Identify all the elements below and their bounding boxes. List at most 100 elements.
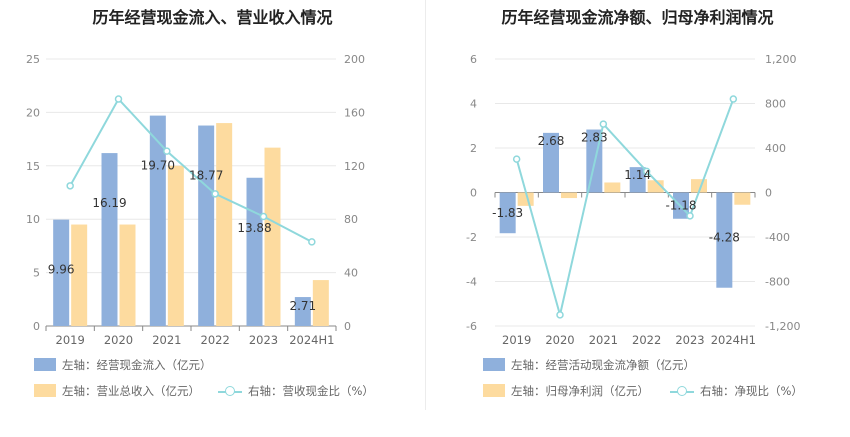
bar-data-label: 13.88 bbox=[237, 221, 271, 235]
legend-label: 右轴：净现比（%） bbox=[700, 384, 803, 398]
right-axis-tick-label: 160 bbox=[344, 106, 365, 119]
bar-data-label: 1.14 bbox=[624, 168, 651, 182]
right-axis-tick-label: 800 bbox=[765, 98, 786, 111]
bar-series1 bbox=[53, 219, 70, 326]
left-axis-tick-label: 20 bbox=[26, 106, 40, 119]
legend-label: 左轴：归母净利润（亿元） bbox=[511, 384, 649, 398]
bar-data-label: 16.19 bbox=[92, 196, 126, 210]
left-axis-tick-label: 5 bbox=[33, 267, 40, 280]
bar-series2 bbox=[264, 147, 281, 326]
bar-series2 bbox=[734, 192, 751, 205]
bar-series1 bbox=[101, 153, 118, 326]
bar-series2 bbox=[71, 224, 88, 326]
ratio-line-point bbox=[729, 95, 738, 103]
ratio-line bbox=[69, 97, 313, 243]
ratio-line-point bbox=[163, 147, 171, 155]
legend-item-net-cash-ratio[interactable]: 右轴：净现比（%） bbox=[670, 383, 803, 399]
left-axis-tick-label: 15 bbox=[26, 160, 40, 173]
ratio-line-point bbox=[259, 212, 268, 221]
legend-label: 左轴：经营活动现金流净额（亿元） bbox=[511, 358, 695, 372]
bar-data-label: -1.83 bbox=[492, 206, 523, 220]
right-axis-tick-label: 0 bbox=[344, 320, 351, 333]
chart-svg-left: 0 5 10 15 20 25 0 40 80 120 160 200 2019 2020 2021 2022… bbox=[26, 53, 365, 347]
right-axis-tick-label: 120 bbox=[344, 160, 365, 173]
bar-series2 bbox=[216, 123, 233, 326]
right-axis-tick-label: 400 bbox=[765, 142, 786, 155]
x-axis-tick-label: 2024H1 bbox=[289, 333, 334, 347]
bar-series1 bbox=[294, 297, 311, 326]
left-axis-tick-label: -2 bbox=[466, 231, 477, 244]
ratio-line-point bbox=[66, 182, 74, 190]
legend-swatch-blue bbox=[34, 358, 56, 371]
bar-series1 bbox=[716, 192, 733, 288]
ratio-line-point bbox=[308, 238, 316, 246]
right-axis-tick-label: 0 bbox=[765, 187, 772, 200]
ratio-line-point bbox=[512, 155, 521, 163]
bar-data-label: -1.18 bbox=[665, 199, 696, 213]
ratio-line-point bbox=[599, 120, 608, 128]
bar-series2 bbox=[119, 224, 136, 326]
legend-item-net-profit[interactable]: 左轴：归母净利润（亿元） bbox=[483, 383, 649, 399]
bar-series1 bbox=[246, 177, 263, 326]
right-axis-tick-label: -400 bbox=[765, 231, 790, 244]
chart-title: 历年经营现金流入、营业收入情况 bbox=[92, 8, 333, 27]
left-axis-tick-label: -4 bbox=[466, 276, 477, 289]
left-axis-tick-label: 0 bbox=[33, 320, 40, 333]
x-axis-tick-label: 2019 bbox=[56, 333, 85, 347]
panel-divider bbox=[425, 0, 426, 410]
x-axis-tick-label: 2023 bbox=[249, 333, 278, 347]
bar-series2 bbox=[167, 165, 184, 326]
ratio-line bbox=[515, 98, 735, 316]
right-chart-panel: 历年经营现金流净额、归母净利润情况 -6 -4 -2 0 2 4 6 -1,200 -800 -4… bbox=[425, 0, 850, 437]
legend-item-cash-inflow[interactable]: 左轴：经营现金流入（亿元） bbox=[34, 357, 212, 373]
legend-line-marker-icon bbox=[218, 385, 242, 397]
chart-title: 历年经营现金流净额、归母净利润情况 bbox=[501, 8, 774, 27]
bar-data-label: 9.96 bbox=[48, 263, 75, 277]
x-axis-tick-label: 2020 bbox=[545, 333, 574, 347]
right-axis-tick-label: -800 bbox=[765, 276, 790, 289]
bar-data-label: 2.83 bbox=[581, 131, 608, 145]
bar-series1 bbox=[198, 125, 215, 326]
legend-label: 右轴：营收现金比（%） bbox=[248, 384, 374, 398]
right-axis-tick-label: -1,200 bbox=[765, 320, 800, 333]
left-chart-panel: 历年经营现金流入、营业收入情况 0 5 10 15 20 25 0 40 80 120 160 200… bbox=[26, 8, 374, 399]
ratio-line-point bbox=[642, 167, 651, 176]
left-axis-tick-label: 2 bbox=[470, 142, 477, 155]
legend-label: 左轴：营业总收入（亿元） bbox=[62, 384, 200, 398]
bar-data-label: -4.28 bbox=[709, 230, 740, 244]
x-axis-tick-label: 2022 bbox=[201, 333, 230, 347]
legend-item-ratio[interactable]: 右轴：营收现金比（%） bbox=[218, 383, 374, 399]
x-axis-tick-label: 2022 bbox=[632, 333, 661, 347]
ratio-line-point bbox=[686, 212, 694, 220]
legend-swatch-orange bbox=[483, 384, 505, 397]
bar-series2 bbox=[604, 182, 621, 193]
legend-line-marker-icon bbox=[670, 385, 694, 397]
ratio-line-point bbox=[114, 95, 123, 103]
x-axis-tick-label: 2021 bbox=[589, 333, 618, 347]
bar-data-label: 2.71 bbox=[289, 299, 316, 313]
legend-label: 左轴：经营现金流入（亿元） bbox=[62, 358, 212, 372]
bar-data-label: 19.70 bbox=[141, 159, 175, 173]
bar-series1 bbox=[543, 132, 559, 193]
x-axis-tick-label: 2019 bbox=[502, 333, 531, 347]
legend-item-net-cash-flow[interactable]: 左轴：经营活动现金流净额（亿元） bbox=[483, 357, 695, 373]
chart-svg-right: -6 -4 -2 0 2 4 6 -1,200 -800 -400 0 400 800 1,200 2019… bbox=[466, 53, 800, 347]
legend-swatch-blue bbox=[483, 358, 505, 371]
left-axis-tick-label: 4 bbox=[470, 98, 477, 111]
legend-item-revenue[interactable]: 左轴：营业总收入（亿元） bbox=[34, 383, 200, 399]
x-axis-tick-label: 2023 bbox=[675, 333, 704, 347]
bar-data-label: 18.77 bbox=[189, 169, 223, 183]
bar-series1 bbox=[629, 167, 646, 193]
right-axis-tick-label: 200 bbox=[344, 53, 365, 66]
right-axis-tick-label: 40 bbox=[344, 267, 358, 280]
legend-swatch-orange bbox=[34, 384, 56, 397]
left-axis-tick-label: 25 bbox=[26, 53, 40, 66]
bar-series1 bbox=[149, 115, 166, 326]
ratio-line-point bbox=[556, 311, 564, 319]
bar-series1 bbox=[499, 192, 516, 234]
ratio-line-point bbox=[211, 190, 219, 198]
left-axis-tick-label: 6 bbox=[470, 53, 477, 66]
left-axis-tick-label: -6 bbox=[466, 320, 477, 333]
x-axis-tick-label: 2020 bbox=[104, 333, 133, 347]
x-axis-tick-label: 2021 bbox=[152, 333, 181, 347]
